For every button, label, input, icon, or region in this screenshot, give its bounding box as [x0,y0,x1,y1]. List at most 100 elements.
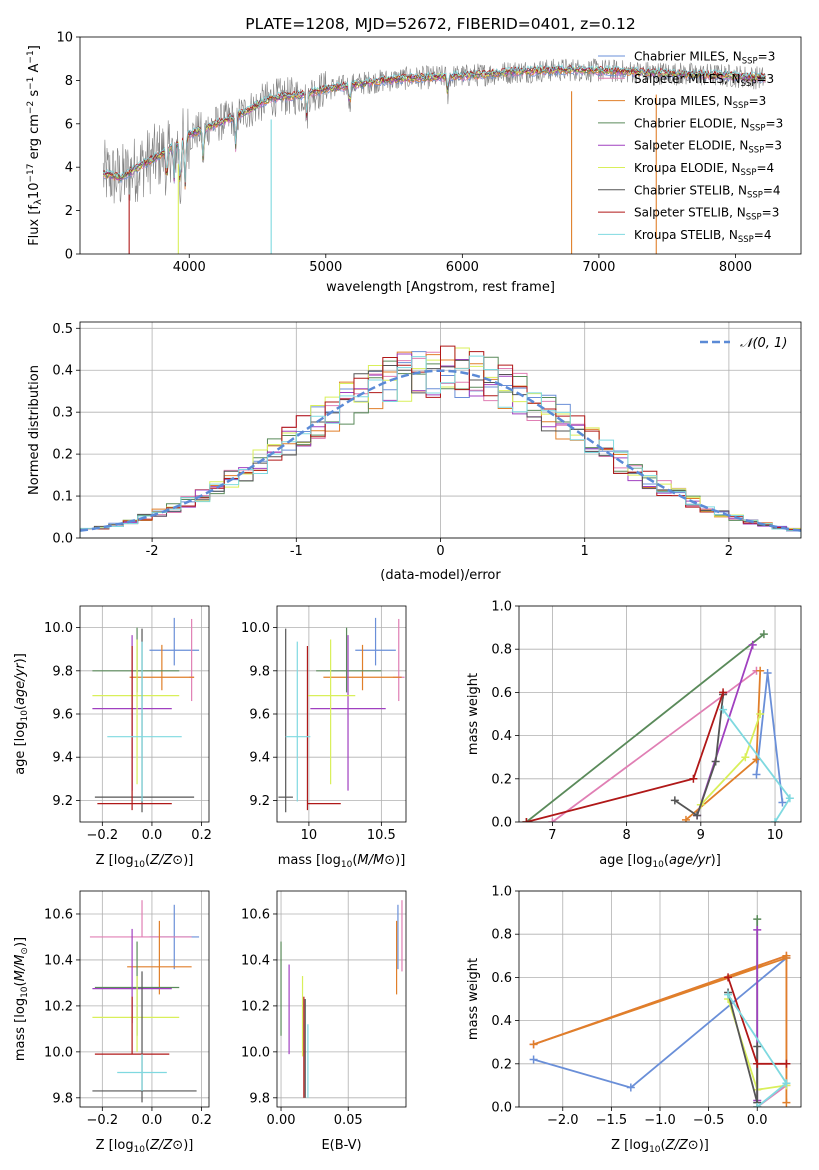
y-axis-label: Normed distribution [27,365,42,495]
legend-label: Kroupa ELODIE, NSSP=4 [634,161,774,178]
y-tick-label: 9.8 [249,1091,270,1106]
x-axis-label: Z [log10(Z/Z⊙)] [611,1138,709,1155]
model-spectrum-line [102,69,766,188]
age-Z-axes: −0.2 0.0 0.2 9.2 9.4 9.6 9.8 10.0 Z [log10(Z/Z⊙)… [13,605,212,870]
weight-Z-frame: −2.0 −1.5 −1.0 −0.5 0.0 0.0 0.2 0.4 0.6 0.8 1.0 Z [… [466,885,802,1155]
x-tick-label: 2 [725,544,733,559]
x-tick-label: 6000 [446,260,479,275]
weight-marker [529,1040,538,1049]
mass-ebv-frame: 0.00 0.05 9.8 10.0 10.2 10.4 10.6 E(B-V) [241,890,407,1153]
x-axis-label: mass [log10(M/M⊙)] [278,853,406,870]
weight-series-line [727,992,759,1103]
weight-marker [782,1059,791,1068]
residuals-frame: -2 -1 0 1 2 0.0 0.1 0.2 0.3 0.4 0.5 (data-model)/er… [27,321,802,583]
axes-frame [518,605,802,823]
y-tick-label: 10.4 [241,953,270,968]
errorbar-point [392,618,405,702]
x-tick-label: 8 [622,828,630,843]
y-tick-label: 9.8 [52,664,73,679]
x-tick-label: -1 [290,544,303,559]
y-axis-label: Flux [fλ10−17 erg cm−2 s−1 A−1] [26,45,44,246]
weight-marker [741,753,750,762]
errorbar-point [307,639,356,785]
y-tick-label: 9.8 [52,1091,73,1106]
y-tick-label: 10.2 [241,999,270,1014]
x-axis-label: (data-model)/error [380,568,501,583]
weight-marker [763,668,772,677]
mass-ebv-plot-area [280,900,403,1098]
x-tick-label: 8000 [719,260,752,275]
y-tick-label: 0.4 [52,364,73,379]
x-tick-label: 0.00 [267,1113,296,1128]
x-tick-label: 0.2 [191,1113,212,1128]
y-tick-label: 0.4 [491,729,512,744]
weight-marker [693,811,702,820]
spectrum-plot-area [102,58,766,254]
weight-marker [719,705,728,714]
legend: Chabrier MILES, NSSP=3 Salpeter MILES, NS… [598,50,783,245]
weight-series-line [674,694,724,817]
weight-marker [681,815,690,822]
weight-marker [771,818,780,822]
weight-marker [782,951,791,960]
y-tick-label: 10.0 [241,1045,270,1060]
legend-label: 𝒩(0, 1) [740,336,787,351]
weight-marker [719,688,728,697]
y-tick-label: 0.2 [491,772,512,787]
y-tick-label: 9.4 [52,751,73,766]
y-tick-label: 0.0 [491,816,512,831]
errorbar-point [94,996,170,1055]
x-tick-label: 10 [301,828,318,843]
errorbar-point [89,900,192,938]
legend-label: Salpeter MILES, NSSP=3 [634,72,774,89]
y-tick-label: 0.2 [52,448,73,463]
weight-marker [711,757,720,766]
legend-label: Kroupa MILES, NSSP=3 [634,94,766,111]
errorbar-point [323,644,402,691]
residuals-plot-area [80,345,801,538]
errorbar-point [94,628,195,813]
legend-label: Salpeter ELODIE, NSSP=3 [634,139,782,156]
age-mass-axes: 10 10.5 9.2 9.4 9.6 9.8 10.0 mass [log10(M/M⊙)] [241,605,407,870]
errorbar-point [107,641,182,802]
residuals-axes: -2 -1 0 1 2 0.0 0.1 0.2 0.3 0.4 0.5 (data-model)/er… [27,321,802,583]
age-mass-frame: 10 10.5 9.2 9.4 9.6 9.8 10.0 mass [log10(M/M⊙)] [241,605,407,870]
y-tick-label: 0.0 [52,532,73,547]
errorbar-point [97,645,172,811]
weight-marker [756,710,765,718]
y-tick-label: 0.8 [491,643,512,658]
x-tick-label: 7 [548,828,556,843]
y-tick-label: 0.0 [491,1101,512,1116]
y-tick-label: 2 [65,204,73,219]
y-axis-label: mass weight [466,958,481,1040]
y-axis-label: age [log10(age/yr)] [13,653,30,775]
x-tick-label: 0.2 [191,828,212,843]
x-axis-label: Z [log10(Z/Z⊙)] [96,853,194,870]
y-tick-label: 9.6 [249,708,270,723]
weight-marker [753,1103,762,1107]
weight-marker [782,1079,791,1088]
y-tick-label: 10 [56,31,73,46]
weight-marker [756,666,765,675]
x-tick-label: 1 [581,544,589,559]
y-tick-label: 9.8 [249,664,270,679]
y-tick-label: 0.6 [491,971,512,986]
y-tick-label: 0.1 [52,490,73,505]
y-tick-label: 10.0 [44,1045,73,1060]
weight-age-plot-area [522,630,794,822]
x-axis-label: age [log10(age/yr)] [599,853,721,870]
weight-marker [782,1098,791,1107]
y-tick-label: 9.6 [52,708,73,723]
axes-frame [79,890,210,1108]
x-axis-label: Z [log10(Z/Z⊙)] [96,1138,194,1155]
weight-marker [748,640,757,649]
x-tick-label: −1.0 [644,1113,676,1128]
errorbar-point [189,618,195,702]
x-tick-label: 0.0 [142,828,163,843]
age-Z-plot-area [92,617,200,813]
x-tick-label: 0.0 [142,1113,163,1128]
weight-marker [724,973,733,982]
y-tick-label: 0.3 [52,406,73,421]
weight-marker [689,774,698,783]
